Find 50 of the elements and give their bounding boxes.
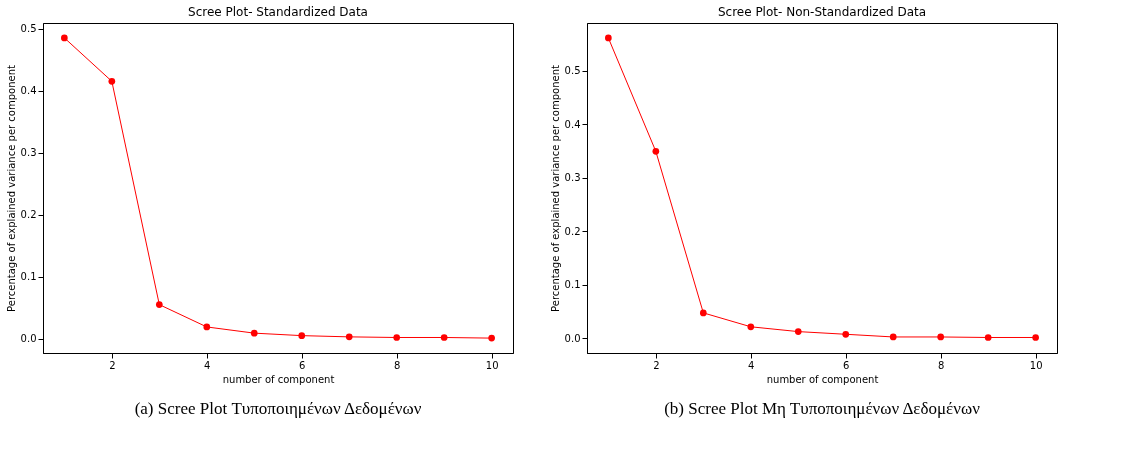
- point: [984, 334, 992, 341]
- x-tick-label: 4: [204, 359, 211, 371]
- point: [488, 334, 495, 342]
- y-tick-label: 0.1: [20, 271, 37, 283]
- y-tick-label: 0.0: [20, 333, 37, 345]
- point: [203, 323, 211, 331]
- x-tick-label: 10: [1029, 359, 1043, 371]
- point: [937, 333, 945, 341]
- y-tick-label: 0.1: [564, 279, 581, 291]
- y-tick-label: 0.0: [564, 332, 581, 344]
- y-tick-label: 0.5: [20, 23, 37, 35]
- y-tick-label: 0.4: [564, 118, 581, 130]
- point: [747, 323, 755, 331]
- x-tick-label: 6: [299, 359, 306, 371]
- y-tick-label: 0.2: [564, 225, 581, 237]
- point: [605, 34, 612, 42]
- point: [108, 77, 116, 85]
- x-axis-title: number of component: [222, 373, 335, 385]
- text: (b) Scree Plot Μη Τυποποιημένων Δεδομένων: [664, 399, 981, 418]
- x-tick-label: 10: [485, 359, 499, 371]
- chart-title: Scree Plot- Non-Standardized Data: [717, 5, 927, 19]
- point: [345, 333, 353, 341]
- text: (a) Scree Plot Τυποποιημένων Δεδομένων: [134, 399, 422, 418]
- y-tick-label: 0.5: [564, 65, 581, 77]
- x-tick-label: 8: [394, 359, 401, 371]
- point: [842, 330, 850, 338]
- y-axis-title: Percentage of explained variance per component: [5, 65, 17, 312]
- y-tick-label: 0.4: [20, 85, 37, 97]
- point: [652, 148, 660, 155]
- point: [393, 334, 401, 341]
- point: [250, 329, 258, 337]
- x-tick-label: 4: [748, 359, 755, 371]
- y-tick-label: 0.2: [20, 209, 37, 221]
- point: [298, 332, 306, 339]
- point: [889, 333, 897, 341]
- x-tick-label: 8: [938, 359, 945, 371]
- y-axis-title: Percentage of explained variance per component: [549, 65, 561, 312]
- y-tick-label: 0.3: [564, 172, 581, 184]
- x-axis-title: number of component: [766, 373, 879, 385]
- point: [155, 301, 163, 308]
- point: [61, 34, 68, 42]
- point: [1032, 334, 1039, 341]
- point: [699, 309, 707, 317]
- point: [794, 328, 802, 335]
- point: [440, 334, 448, 341]
- x-tick-label: 2: [109, 359, 116, 371]
- x-tick-label: 6: [843, 359, 850, 371]
- x-tick-label: 2: [653, 359, 660, 371]
- chart-title: Scree Plot- Standardized Data: [188, 5, 368, 19]
- y-tick-label: 0.3: [20, 147, 37, 159]
